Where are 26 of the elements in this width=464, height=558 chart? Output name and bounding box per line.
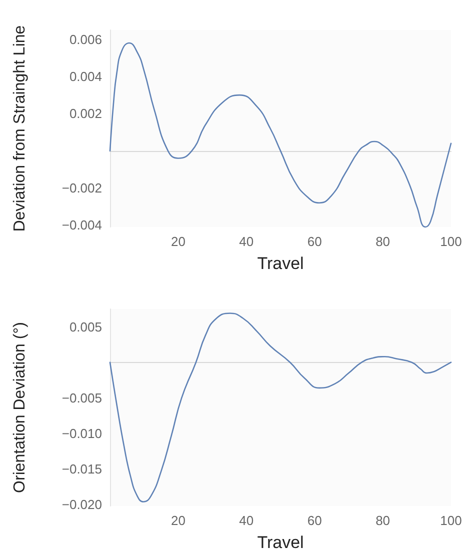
x-axis-title: Travel — [257, 533, 304, 552]
line-series — [109, 42, 452, 228]
y-axis-title: Deviation from Strainght Line — [12, 25, 28, 232]
y-tick-label: 0.002 — [69, 106, 102, 122]
x-tick-label: 60 — [307, 513, 322, 528]
y-tick-label: −0.020 — [62, 497, 102, 512]
x-tick-label: 80 — [376, 513, 390, 528]
y-tick-label: −0.004 — [62, 218, 102, 233]
x-tick-label: 100 — [440, 513, 462, 528]
x-tick-label: 100 — [440, 234, 462, 249]
y-tick-label: −0.002 — [62, 180, 102, 196]
x-tick-label: 40 — [239, 513, 254, 528]
line-series — [109, 312, 452, 502]
y-tick-label: 0.004 — [69, 68, 102, 84]
y-axis-title: Orientation Deviation (°) — [12, 322, 28, 493]
x-tick-label: 40 — [239, 234, 254, 249]
y-tick-label: 0.006 — [69, 32, 102, 47]
x-tick-label: 60 — [307, 234, 322, 249]
x-tick-label: 20 — [170, 234, 186, 249]
y-tick-label: 0.005 — [69, 319, 102, 334]
y-tick-label: −0.015 — [62, 462, 102, 477]
y-tick-label: −0.005 — [62, 390, 102, 406]
x-axis-title: Travel — [257, 254, 304, 273]
y-tick-label: −0.010 — [62, 426, 102, 441]
x-tick-label: 20 — [170, 513, 186, 528]
x-tick-label: 80 — [376, 234, 390, 249]
